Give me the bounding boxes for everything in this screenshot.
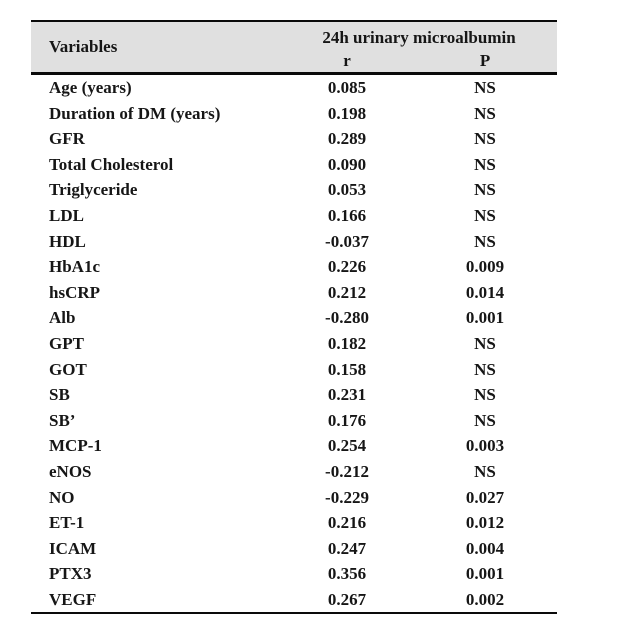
table-row: ICAM 0.247 0.004 xyxy=(31,536,557,562)
cell-r: 0.212 xyxy=(327,282,367,302)
cell-variable: GOT xyxy=(49,359,87,379)
cell-r: 0.090 xyxy=(327,154,367,174)
cell-r: 0.176 xyxy=(327,410,367,430)
cell-p: 0.027 xyxy=(465,487,505,507)
table-row: Triglyceride 0.053 NS xyxy=(31,177,557,203)
table-row: Age (years) 0.085 NS xyxy=(31,74,557,101)
cell-p: NS xyxy=(474,180,496,200)
table-row: HbA1c 0.226 0.009 xyxy=(31,254,557,280)
cell-variable: hsCRP xyxy=(49,282,101,302)
cell-variable: LDL xyxy=(49,205,84,225)
cell-p: 0.009 xyxy=(465,257,505,277)
table-row: hsCRP 0.212 0.014 xyxy=(31,280,557,306)
cell-p: NS xyxy=(474,205,496,225)
table-row: ET-1 0.216 0.012 xyxy=(31,510,557,536)
cell-r: 0.289 xyxy=(327,129,367,149)
table-row: GFR 0.289 NS xyxy=(31,126,557,152)
cell-variable: Duration of DM (years) xyxy=(49,103,221,123)
table-row: SB’ 0.176 NS xyxy=(31,408,557,434)
cell-r: 0.226 xyxy=(327,257,367,277)
header-variables: Variables xyxy=(31,21,281,74)
cell-p: NS xyxy=(474,359,496,379)
cell-variable: HDL xyxy=(49,231,86,251)
cell-p: NS xyxy=(474,129,496,149)
cell-p: NS xyxy=(474,333,496,353)
table-container: Variables 24h urinary microalbumin r P A… xyxy=(31,20,558,615)
cell-r: 0.231 xyxy=(327,385,367,405)
header-group-24h-urinary-microalbumin: 24h urinary microalbumin xyxy=(281,21,558,50)
cell-variable: Total Cholesterol xyxy=(49,154,174,174)
cell-p: NS xyxy=(474,231,496,251)
header-group-row: Variables 24h urinary microalbumin xyxy=(31,21,558,74)
table-row: LDL 0.166 NS xyxy=(31,203,557,229)
cell-variable: GFR xyxy=(49,129,85,149)
cell-r: 0.247 xyxy=(327,538,367,558)
cell-p: 0.001 xyxy=(465,308,505,328)
correlation-table: Variables 24h urinary microalbumin r P A… xyxy=(31,20,558,615)
cell-p: NS xyxy=(474,410,496,430)
cell-r: 0.053 xyxy=(327,180,367,200)
cell-p: 0.002 xyxy=(465,589,505,609)
cell-r: 0.198 xyxy=(327,103,367,123)
table-row: Duration of DM (years) 0.198 NS xyxy=(31,101,557,127)
cell-variable: Triglyceride xyxy=(49,180,138,200)
cell-r: 0.267 xyxy=(327,589,367,609)
cell-p: 0.001 xyxy=(465,564,505,584)
table-row: SB 0.231 NS xyxy=(31,382,557,408)
cell-variable: HbA1c xyxy=(49,257,100,277)
table-row: MCP-1 0.254 0.003 xyxy=(31,433,557,459)
table-row: GPT 0.182 NS xyxy=(31,331,557,357)
cell-variable: SB xyxy=(49,385,70,405)
cell-p: 0.014 xyxy=(465,282,505,302)
table-row: HDL -0.037 NS xyxy=(31,229,557,255)
cell-p: NS xyxy=(474,461,496,481)
cell-p: 0.012 xyxy=(465,513,505,533)
table-header: Variables 24h urinary microalbumin r P xyxy=(31,21,558,74)
cell-r: 0.254 xyxy=(327,436,367,456)
cell-variable: ET-1 xyxy=(49,513,85,533)
cell-r: 0.356 xyxy=(327,564,367,584)
cell-variable: NO xyxy=(49,487,75,507)
cell-p: 0.003 xyxy=(465,436,505,456)
header-col-p: P xyxy=(413,50,558,74)
cell-variable: SB’ xyxy=(49,410,76,430)
cell-p: NS xyxy=(474,154,496,174)
cell-variable: PTX3 xyxy=(49,564,92,584)
cell-r: -0.229 xyxy=(325,487,369,507)
cell-r: 0.166 xyxy=(327,205,367,225)
table-row: PTX3 0.356 0.001 xyxy=(31,561,557,587)
cell-r: 0.158 xyxy=(327,359,367,379)
table-row: VEGF 0.267 0.002 xyxy=(31,587,557,614)
cell-r: 0.216 xyxy=(327,513,367,533)
table-row: Alb -0.280 0.001 xyxy=(31,305,557,331)
cell-r: -0.212 xyxy=(325,461,369,481)
table-body: Age (years) 0.085 NS Duration of DM (years)… xyxy=(31,74,557,614)
cell-p: 0.004 xyxy=(465,538,505,558)
table-row: eNOS -0.212 NS xyxy=(31,459,557,485)
cell-variable: MCP-1 xyxy=(49,436,102,456)
cell-variable: GPT xyxy=(49,333,84,353)
header-sub-row: r P xyxy=(31,50,558,74)
cell-r: 0.085 xyxy=(327,78,367,97)
cell-p: NS xyxy=(474,78,496,97)
cell-p: NS xyxy=(474,103,496,123)
cell-variable: Age (years) xyxy=(49,78,132,97)
table-row: GOT 0.158 NS xyxy=(31,357,557,383)
table-row: Total Cholesterol 0.090 NS xyxy=(31,152,557,178)
cell-r: 0.182 xyxy=(327,333,367,353)
cell-variable: VEGF xyxy=(49,589,97,609)
cell-variable: eNOS xyxy=(49,461,92,481)
cell-p: NS xyxy=(474,385,496,405)
cell-r: -0.037 xyxy=(325,231,369,251)
table-row: NO -0.229 0.027 xyxy=(31,485,557,511)
cell-r: -0.280 xyxy=(325,308,369,328)
header-col-r: r xyxy=(281,50,413,74)
cell-variable: Alb xyxy=(49,308,76,328)
cell-variable: ICAM xyxy=(49,538,97,558)
